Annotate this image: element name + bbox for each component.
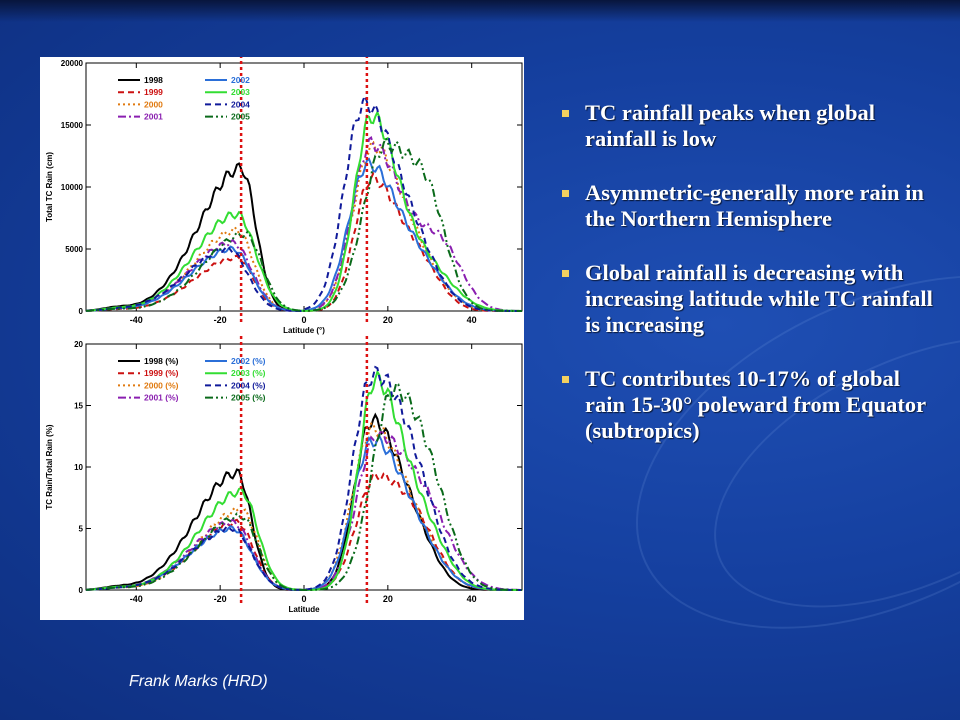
x-axis-label: Latitude — [288, 605, 320, 614]
legend-label: 2000 (%) — [144, 380, 179, 390]
series-line-1999 — [86, 171, 522, 312]
x-tick-label: -40 — [130, 315, 143, 325]
y-tick-label: 10 — [74, 463, 83, 472]
legend-label: 2001 — [144, 112, 163, 122]
series-line-2001 — [86, 427, 522, 591]
legend-label: 2003 (%) — [231, 368, 266, 378]
legend-label: 2004 (%) — [231, 380, 266, 390]
y-axis-label: Total TC Rain (cm) — [45, 152, 54, 222]
author-credit: Frank Marks (HRD) — [129, 673, 268, 690]
x-axis-label: Latitude (°) — [283, 326, 325, 335]
y-tick-label: 15 — [74, 402, 83, 411]
chart-panel: -40 -20 0 20 40 0 5000 10000 15000 20000 Latitude … — [40, 57, 524, 620]
series-line-2000 — [86, 140, 522, 313]
y-axis-label: TC Rain/Total Rain (%) — [45, 424, 54, 510]
x-tick-label: 0 — [301, 594, 306, 604]
chart-1: -40 -20 0 20 40 0 5000 10000 15000 20000 Latitude … — [45, 57, 523, 335]
bullet-item: TC contributes 10-17% of global rain 15-… — [562, 366, 935, 444]
x-tick-label: -20 — [214, 594, 227, 604]
top-shadow-band — [0, 0, 960, 22]
legend-label: 1999 — [144, 87, 163, 97]
series-line-2003 — [85, 369, 522, 591]
x-tick-label: 20 — [383, 594, 393, 604]
chart-2: -40 -20 0 20 40 0 5 10 15 20 Latitude TC Rain/Total… — [45, 336, 523, 614]
series-line-2004 — [85, 365, 522, 591]
legend-label: 1998 — [144, 75, 163, 85]
y-tick-label: 20000 — [61, 59, 84, 68]
x-tick-label: 40 — [467, 315, 477, 325]
legend-label: 2003 — [231, 87, 250, 97]
y-tick-label: 10000 — [61, 183, 84, 192]
series-line-1999 — [85, 471, 522, 592]
bullet-item: TC rainfall peaks when global rainfall i… — [562, 100, 935, 152]
legend-label: 1999 (%) — [144, 368, 179, 378]
x-tick-label: 20 — [383, 315, 393, 325]
y-tick-label: 0 — [79, 307, 84, 316]
legend-label: 2002 (%) — [231, 356, 266, 366]
x-tick-label: -20 — [214, 315, 227, 325]
legend-label: 2005 — [231, 112, 250, 122]
series-line-2004 — [85, 93, 522, 312]
series-line-2005 — [85, 382, 522, 591]
y-tick-label: 0 — [79, 586, 84, 595]
x-tick-label: -40 — [130, 594, 143, 604]
legend-label: 1998 (%) — [144, 356, 179, 366]
square-bullet-icon — [562, 270, 569, 277]
bullet-text: TC rainfall peaks when global rainfall i… — [585, 100, 876, 151]
legend-label: 2002 — [231, 75, 250, 85]
legend-label: 2005 (%) — [231, 393, 266, 403]
square-bullet-icon — [562, 376, 569, 383]
square-bullet-icon — [562, 190, 569, 197]
legend-label: 2001 (%) — [144, 393, 179, 403]
bullet-text: Asymmetric-generally more rain in the No… — [585, 180, 924, 231]
series-line-2005 — [85, 136, 522, 312]
y-tick-label: 15000 — [61, 121, 84, 130]
y-tick-label: 5000 — [65, 245, 83, 254]
bullet-list: TC rainfall peaks when global rainfall i… — [562, 100, 935, 472]
x-tick-label: 0 — [301, 315, 306, 325]
series-line-2003 — [85, 109, 523, 312]
x-tick-label: 40 — [467, 594, 477, 604]
chart-svg: -40 -20 0 20 4005000100001500020000Latitude … — [45, 57, 523, 614]
square-bullet-icon — [562, 110, 569, 117]
series-line-1998 — [85, 412, 522, 591]
bullet-item: Asymmetric-generally more rain in the No… — [562, 180, 935, 232]
bullet-text: Global rainfall is decreasing with incre… — [585, 260, 933, 337]
bullet-item: Global rainfall is decreasing with incre… — [562, 260, 935, 338]
series-line-2001 — [86, 135, 523, 312]
bullet-text: TC contributes 10-17% of global rain 15-… — [585, 366, 926, 443]
legend-label: 2000 — [144, 99, 163, 109]
y-tick-label: 5 — [79, 525, 84, 534]
y-tick-label: 20 — [74, 340, 83, 349]
legend-label: 2004 — [231, 99, 250, 109]
